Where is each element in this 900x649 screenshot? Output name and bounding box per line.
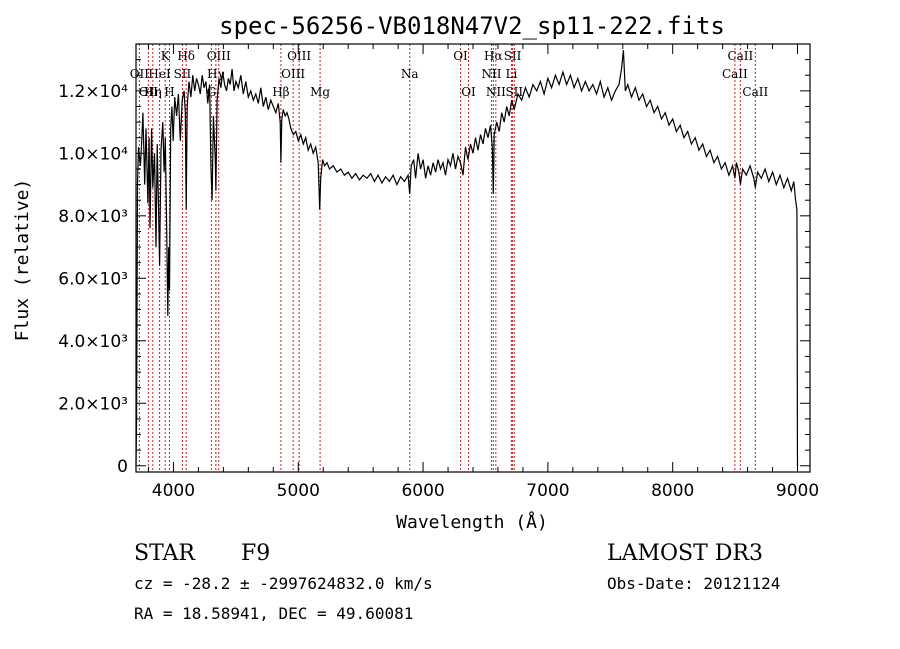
spectral-line-label: SII: [505, 85, 523, 99]
spectral-line-label: Li: [506, 67, 518, 81]
x-tick-label: 7000: [526, 481, 569, 501]
coordinates-readout: RA = 18.58941, DEC = 49.60081: [134, 604, 413, 623]
observation-date: Obs-Date: 20121124: [607, 574, 780, 593]
plot-frame: [135, 43, 811, 473]
y-axis-ticks: 0 2.0×10³ 4.0×10³ 6.0×10³ 8.0×10³ 1.0×10⁴ 1.2×…: [58, 59, 810, 477]
spectrum-line: [135, 50, 799, 466]
y-tick-label: 2.0×10³: [58, 394, 128, 414]
y-tick-label: 4.0×10³: [58, 332, 128, 352]
x-axis-ticks: 4000 5000 6000 7000 8000 9000: [147, 44, 819, 501]
spectral-line-label: OIII: [287, 49, 311, 63]
spectral-line-label: NII: [486, 85, 506, 99]
chart-title: spec-56256-VB018N47V2_sp11-222.fits: [219, 12, 725, 40]
spectral-line-label: H: [164, 85, 174, 99]
spectral-line-label: HeI: [148, 67, 171, 81]
x-tick-label: 5000: [277, 481, 320, 501]
spectral-line-label: Mg: [310, 85, 330, 99]
redshift-readout: cz = -28.2 ± -2997624832.0 km/s: [134, 574, 433, 593]
spectral-line-label: Hη: [144, 85, 162, 99]
spectral-line-label: NII: [481, 67, 501, 81]
spectral-line-label: OI: [453, 49, 468, 63]
spectral-line-label: G: [207, 85, 217, 99]
y-tick-label: 6.0×10³: [58, 269, 128, 289]
x-tick-label: 9000: [776, 481, 819, 501]
spectral-line-label: Hα: [484, 49, 503, 63]
spectral-line-label: Na: [401, 67, 419, 81]
x-tick-label: 8000: [651, 481, 694, 501]
spectral-line-label: CaII: [742, 85, 768, 99]
spectral-line-labels: OIIOIIHηHeIKHSIIHδGHγOIIIHβOIIIOIIIMgNaO…: [130, 49, 769, 99]
x-tick-label: 4000: [152, 481, 195, 501]
object-type: STAR: [134, 541, 196, 566]
spectral-line-label: OII: [130, 67, 150, 81]
spectral-line-label: OIII: [281, 67, 305, 81]
y-tick-label: 1.0×10⁴: [58, 144, 128, 164]
spectral-line-label: SII: [174, 67, 192, 81]
spectral-line-markers: [138, 44, 756, 472]
spectral-line-label: OIII: [207, 49, 231, 63]
y-tick-label: 0: [117, 457, 128, 477]
x-tick-label: 6000: [401, 481, 444, 501]
spectral-line-label: CaII: [722, 67, 748, 81]
spectral-line-label: Hγ: [207, 67, 225, 81]
y-tick-label: 1.2×10⁴: [58, 82, 128, 102]
spectral-line-label: CaII: [727, 49, 753, 63]
x-axis-label: Wavelength (Å): [396, 511, 548, 533]
spectral-line-label: K: [161, 49, 171, 63]
spectral-line-label: OII: [139, 85, 159, 99]
survey-release: LAMOST DR3: [607, 541, 763, 566]
spectral-line-label: SII: [504, 49, 522, 63]
spectral-subclass: F9: [241, 541, 270, 566]
y-tick-label: 8.0×10³: [58, 207, 128, 227]
spectral-line-label: OI: [461, 85, 476, 99]
spectral-line-label: Hδ: [177, 49, 195, 63]
spectral-line-label: Hβ: [272, 85, 289, 99]
y-axis-label: Flux (relative): [12, 179, 33, 342]
